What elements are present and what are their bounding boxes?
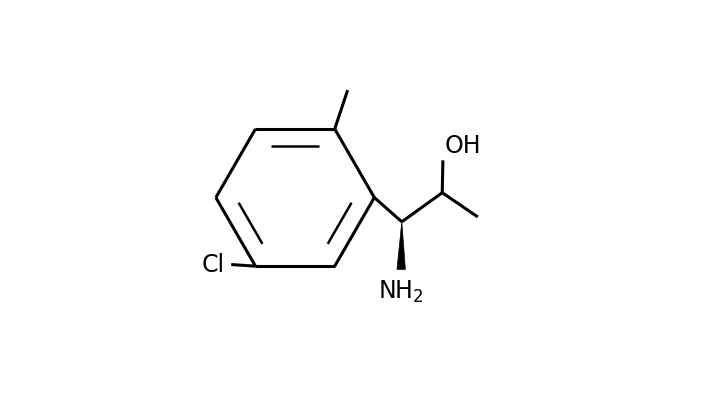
Text: Cl: Cl	[201, 252, 225, 276]
Text: OH: OH	[444, 134, 481, 158]
Polygon shape	[397, 222, 405, 269]
Text: NH$_2$: NH$_2$	[378, 278, 424, 304]
